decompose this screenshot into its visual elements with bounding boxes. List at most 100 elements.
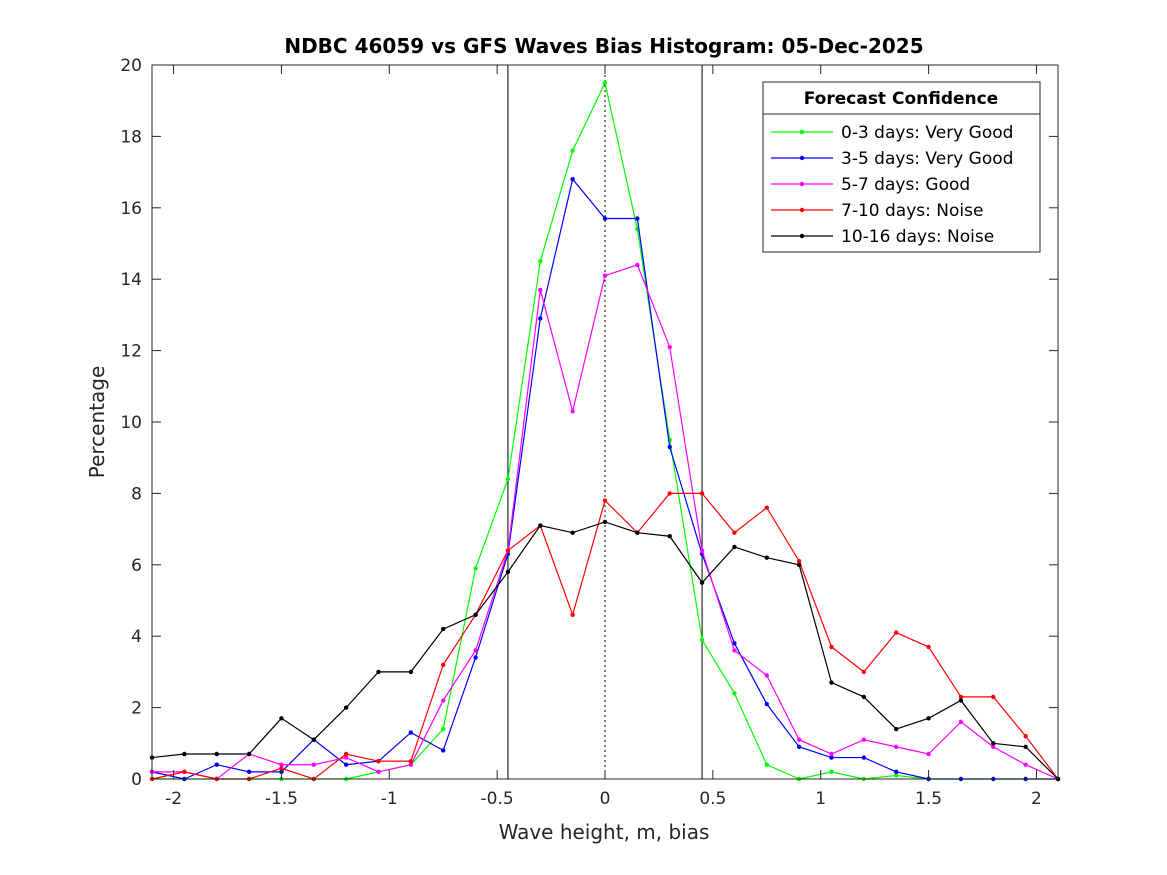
y-tick-label: 4 — [131, 627, 142, 647]
data-point — [473, 612, 478, 617]
data-point — [796, 744, 802, 750]
data-point — [311, 762, 316, 767]
data-point — [602, 273, 608, 278]
data-point — [214, 751, 219, 757]
axis-ticks — [152, 64, 1058, 780]
series-layer — [149, 80, 1061, 782]
data-point — [926, 716, 931, 721]
data-point — [796, 559, 802, 564]
data-point — [279, 716, 284, 721]
data-point — [602, 519, 608, 525]
data-point — [635, 530, 640, 535]
data-point — [441, 698, 446, 703]
data-point — [829, 680, 834, 685]
data-point — [343, 751, 349, 757]
data-point — [732, 691, 737, 696]
data-point — [764, 673, 769, 678]
x-tick-label: 0.5 — [699, 789, 726, 809]
data-point — [214, 762, 219, 767]
data-point — [505, 476, 511, 482]
data-point — [570, 148, 575, 153]
legend-label: 0-3 days: Very Good — [841, 123, 1013, 143]
y-tick-label: 6 — [131, 556, 142, 576]
data-point — [343, 705, 349, 710]
data-point — [538, 259, 543, 264]
data-point — [926, 751, 931, 757]
data-point — [958, 694, 964, 700]
data-point — [376, 758, 381, 764]
data-point — [699, 548, 705, 553]
data-point — [343, 762, 349, 767]
legend-swatch-marker — [799, 129, 805, 135]
data-point — [894, 773, 899, 778]
y-tick-label: 0 — [131, 770, 142, 790]
data-point — [408, 758, 414, 764]
data-point — [991, 694, 996, 700]
data-point — [829, 751, 834, 757]
data-point — [343, 755, 349, 760]
data-point — [246, 751, 252, 757]
data-point — [958, 719, 964, 725]
x-tick-label: -0.5 — [481, 789, 514, 809]
data-point — [732, 530, 737, 535]
data-point — [473, 648, 478, 653]
data-point — [570, 530, 575, 535]
data-point — [926, 644, 931, 650]
y-tick-label: 16 — [120, 199, 142, 219]
y-tick-label: 8 — [131, 484, 142, 504]
legend-swatch-marker — [799, 155, 805, 161]
data-point — [796, 737, 802, 742]
data-point — [894, 726, 899, 732]
y-tick-label: 10 — [120, 413, 142, 433]
data-point — [1023, 762, 1028, 767]
legend-entries: 0-3 days: Very Good 3-5 days: Very Good 5-… — [771, 123, 1013, 247]
data-point — [861, 737, 867, 742]
legend-label: 10-16 days: Noise — [841, 227, 994, 247]
data-point — [699, 491, 705, 496]
legend-swatch-marker — [799, 207, 805, 213]
series-4 — [149, 491, 1061, 782]
data-point — [667, 344, 672, 350]
data-point — [182, 769, 187, 775]
data-point — [991, 741, 996, 746]
data-point — [764, 762, 769, 767]
data-point — [861, 669, 867, 675]
data-point — [602, 498, 608, 503]
y-axis-label: Percentage — [85, 366, 109, 479]
data-point — [441, 748, 446, 753]
data-point — [732, 641, 737, 646]
series-5 — [149, 519, 1061, 782]
data-point — [570, 612, 575, 617]
x-tick-label: 2 — [1031, 789, 1042, 809]
data-point — [894, 744, 899, 750]
data-point — [667, 534, 672, 539]
data-point — [538, 316, 543, 321]
y-tick-label: 14 — [120, 270, 142, 290]
data-point — [408, 730, 414, 735]
x-tick-label: 0 — [600, 789, 611, 809]
data-point — [861, 755, 867, 760]
reference-lines — [507, 65, 703, 779]
data-point — [894, 630, 899, 635]
legend-swatch-marker — [799, 181, 805, 187]
x-tick-labels: -2 -1.5 -1 -0.5 0 0.5 1 1.5 2 — [165, 789, 1042, 809]
data-point — [441, 726, 446, 732]
data-point — [732, 544, 737, 550]
data-point — [764, 505, 769, 510]
legend-box — [762, 81, 1041, 253]
y-tick-labels: 0 2 4 6 8 10 12 14 16 18 20 — [120, 56, 142, 790]
data-point — [182, 751, 187, 757]
legend: Forecast Confidence 0-3 days: Very Good 3… — [762, 81, 1041, 253]
y-tick-label: 18 — [120, 127, 142, 147]
x-axis-label: Wave height, m, bias — [499, 820, 710, 844]
data-point — [796, 562, 802, 567]
x-tick-label: -2 — [165, 789, 182, 809]
data-point — [538, 287, 543, 293]
data-point — [441, 662, 446, 667]
y-tick-label: 2 — [131, 699, 142, 719]
y-tick-label: 20 — [120, 56, 142, 76]
y-tick-label: 12 — [120, 342, 142, 362]
data-point — [505, 548, 511, 553]
data-point — [699, 580, 705, 585]
